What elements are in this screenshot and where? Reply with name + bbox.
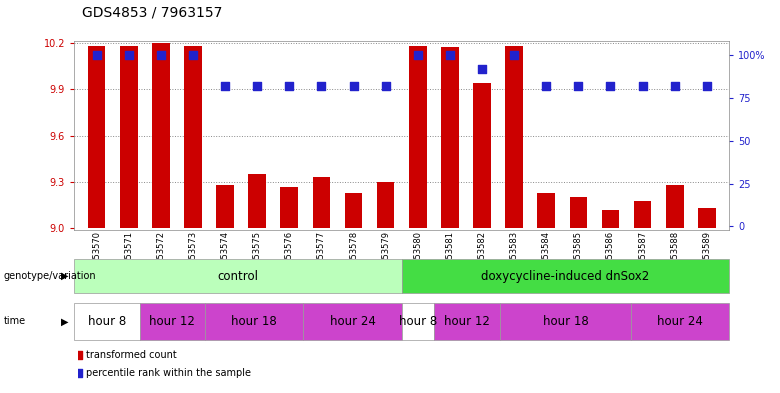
- Bar: [434, 303, 500, 340]
- Bar: [184, 46, 202, 228]
- Bar: [402, 303, 434, 340]
- Bar: [140, 303, 205, 340]
- Point: [219, 83, 232, 89]
- Text: hour 12: hour 12: [445, 315, 490, 328]
- Bar: [537, 193, 555, 228]
- Point: [572, 83, 584, 89]
- Text: ▶: ▶: [61, 271, 69, 281]
- Bar: [601, 210, 619, 228]
- Text: time: time: [4, 316, 26, 326]
- Point: [540, 83, 552, 89]
- Point: [668, 83, 681, 89]
- Point: [72, 353, 84, 358]
- Bar: [345, 193, 363, 228]
- Bar: [500, 303, 631, 340]
- Point: [283, 83, 296, 89]
- Text: genotype/variation: genotype/variation: [4, 271, 97, 281]
- Bar: [303, 303, 402, 340]
- Bar: [473, 83, 491, 228]
- Bar: [205, 303, 303, 340]
- Text: hour 8: hour 8: [399, 315, 438, 328]
- Point: [444, 52, 456, 58]
- Text: ▶: ▶: [61, 316, 69, 326]
- Point: [379, 83, 392, 89]
- Text: hour 18: hour 18: [543, 315, 588, 328]
- Text: GDS4853 / 7963157: GDS4853 / 7963157: [82, 6, 222, 20]
- Bar: [313, 177, 330, 228]
- Bar: [87, 46, 105, 228]
- Point: [476, 66, 488, 72]
- Bar: [631, 303, 729, 340]
- Text: hour 24: hour 24: [330, 315, 375, 328]
- Text: hour 12: hour 12: [150, 315, 195, 328]
- Point: [508, 52, 520, 58]
- Point: [636, 83, 649, 89]
- Point: [251, 83, 264, 89]
- Bar: [402, 259, 729, 293]
- Text: control: control: [218, 270, 258, 283]
- Bar: [281, 187, 298, 228]
- Point: [347, 83, 360, 89]
- Point: [412, 52, 424, 58]
- Bar: [216, 185, 234, 228]
- Bar: [74, 259, 402, 293]
- Text: percentile rank within the sample: percentile rank within the sample: [86, 368, 251, 378]
- Bar: [74, 303, 140, 340]
- Text: hour 18: hour 18: [232, 315, 277, 328]
- Bar: [666, 185, 683, 228]
- Text: doxycycline-induced dnSox2: doxycycline-induced dnSox2: [481, 270, 650, 283]
- Point: [72, 370, 84, 376]
- Bar: [120, 46, 137, 228]
- Bar: [505, 46, 523, 228]
- Point: [90, 52, 103, 58]
- Bar: [634, 200, 651, 228]
- Bar: [152, 43, 170, 228]
- Point: [700, 83, 713, 89]
- Bar: [377, 182, 395, 228]
- Point: [604, 83, 617, 89]
- Text: transformed count: transformed count: [86, 351, 176, 360]
- Bar: [409, 46, 427, 228]
- Bar: [441, 48, 459, 228]
- Bar: [698, 208, 716, 228]
- Point: [122, 52, 135, 58]
- Bar: [569, 197, 587, 228]
- Point: [154, 52, 167, 58]
- Text: hour 24: hour 24: [658, 315, 703, 328]
- Point: [186, 52, 199, 58]
- Bar: [248, 174, 266, 228]
- Point: [315, 83, 328, 89]
- Text: hour 8: hour 8: [87, 315, 126, 328]
